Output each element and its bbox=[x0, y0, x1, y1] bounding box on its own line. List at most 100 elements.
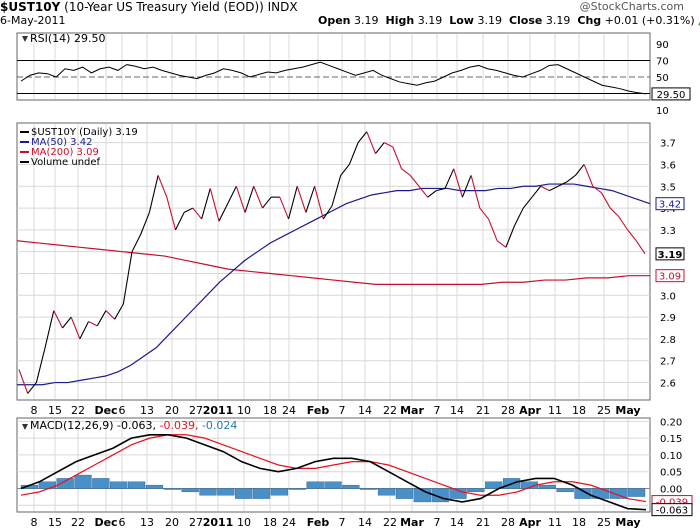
rsi-line bbox=[20, 61, 647, 95]
macd-value-tag-label: -0.063 bbox=[656, 506, 688, 517]
date-axis-label: 14 bbox=[450, 404, 464, 417]
price-segment bbox=[618, 216, 629, 231]
price-legend-entry: MA(200) 3.09 bbox=[31, 147, 99, 158]
price-segment bbox=[592, 185, 602, 194]
price-segment bbox=[192, 207, 203, 220]
price-segment bbox=[366, 131, 376, 154]
price-segment bbox=[148, 175, 159, 213]
macd-hist-bar bbox=[127, 481, 146, 489]
macd-hist-bar bbox=[110, 481, 128, 489]
price-segment bbox=[540, 185, 550, 192]
date-axis-label-bottom: May bbox=[615, 516, 640, 529]
rsi-legend-icon bbox=[22, 36, 28, 42]
price-segment bbox=[601, 192, 611, 209]
price-tick-label: 2.8 bbox=[660, 335, 676, 346]
macd-tick-label: 0.05 bbox=[660, 468, 682, 479]
date-axis-label-bottom: 25 bbox=[597, 516, 611, 529]
price-segment bbox=[166, 197, 177, 231]
date-axis-label: Apr bbox=[519, 404, 541, 417]
date-axis-label-bottom: Mar bbox=[400, 516, 424, 529]
rsi-tick-label: 90 bbox=[656, 40, 669, 51]
price-segment bbox=[487, 218, 498, 241]
date-axis-label: 18 bbox=[263, 404, 277, 417]
price-segment bbox=[79, 321, 90, 340]
price-segment bbox=[427, 190, 437, 198]
macd-hist-bar bbox=[270, 488, 289, 496]
date-axis-label-bottom: Dec bbox=[94, 516, 117, 529]
price-segment bbox=[209, 188, 220, 222]
date-axis-label: 10 bbox=[237, 404, 251, 417]
price-segment bbox=[27, 382, 37, 394]
date-axis-label: 7 bbox=[434, 404, 441, 417]
price-segment bbox=[436, 187, 446, 192]
date-axis-label: 28 bbox=[501, 404, 515, 417]
price-tick-label: 3.6 bbox=[660, 160, 676, 171]
date-axis-label: Feb bbox=[307, 404, 330, 417]
price-segment bbox=[566, 174, 576, 183]
macd-hist-bar bbox=[377, 488, 396, 496]
price-segment bbox=[609, 207, 620, 218]
macd-hist-bar bbox=[556, 488, 574, 493]
macd-value-tag bbox=[651, 503, 693, 517]
macd-tick-label: 0.10 bbox=[660, 451, 682, 462]
price-segment bbox=[44, 310, 55, 348]
price-segment bbox=[401, 168, 411, 176]
price-segment bbox=[287, 186, 298, 220]
date-axis-label-bottom: 13 bbox=[140, 516, 154, 529]
price-segment bbox=[122, 251, 133, 305]
date-axis-label: 22 bbox=[71, 404, 85, 417]
price-value-tag bbox=[655, 247, 685, 261]
date-axis-label-bottom: 6 bbox=[119, 516, 126, 529]
macd-hist-bar bbox=[199, 488, 217, 496]
price-segment bbox=[262, 196, 272, 209]
price-segment bbox=[496, 240, 507, 248]
price-segment bbox=[175, 212, 185, 231]
price-segment bbox=[322, 205, 333, 220]
macd-signal-line bbox=[20, 434, 647, 503]
price-segment bbox=[375, 142, 385, 154]
macd-legend-icon bbox=[22, 424, 28, 430]
macd-legend: MACD(12,26,9) -0.063, -0.039, -0.024 bbox=[30, 419, 237, 432]
price-segment bbox=[227, 186, 237, 204]
date-axis-label: 2011 bbox=[203, 404, 234, 417]
price-segment bbox=[557, 181, 567, 187]
price-segment bbox=[305, 186, 316, 213]
price-segment bbox=[418, 185, 429, 198]
macd-hist-bar bbox=[181, 488, 199, 493]
date-axis-label-bottom: 11 bbox=[548, 516, 562, 529]
chart-date: 6-May-2011 bbox=[0, 14, 66, 27]
price-segment bbox=[62, 316, 72, 329]
price-segment bbox=[549, 185, 559, 192]
price-legend-entry: MA(50) 3.42 bbox=[31, 137, 92, 148]
price-segment bbox=[627, 229, 637, 242]
price-segment bbox=[583, 164, 594, 187]
rsi-tick-label: 70 bbox=[656, 57, 669, 68]
price-segment bbox=[409, 175, 420, 187]
price-segment bbox=[357, 131, 368, 143]
macd-tick-label: 0.15 bbox=[660, 434, 682, 445]
date-axis-label-bottom: 10 bbox=[237, 516, 251, 529]
macd-value-tag-label: -0.039 bbox=[656, 498, 688, 509]
macd-hist-bar bbox=[342, 484, 360, 489]
date-axis-label-bottom: 21 bbox=[476, 516, 490, 529]
date-axis-label-bottom: 7 bbox=[434, 516, 441, 529]
macd-hist-bar bbox=[235, 488, 253, 499]
macd-hist-bar bbox=[145, 484, 164, 489]
rsi-tick-label: 10 bbox=[656, 106, 669, 117]
date-axis-label: 20 bbox=[165, 404, 179, 417]
ma50-line bbox=[17, 183, 651, 386]
price-segment bbox=[470, 175, 481, 209]
price-segment bbox=[244, 186, 255, 213]
price-value-tag-label: 3.19 bbox=[658, 250, 683, 261]
price-segment bbox=[522, 196, 533, 209]
macd-hist-bar bbox=[467, 488, 485, 493]
date-axis-label-bottom: 14 bbox=[358, 516, 372, 529]
price-segment bbox=[392, 146, 403, 170]
price-tick-label: 3.5 bbox=[660, 182, 676, 193]
price-legend-entry: $UST10Y (Daily) 3.19 bbox=[31, 127, 138, 138]
macd-hist-bar bbox=[538, 484, 556, 489]
date-axis-label: 24 bbox=[282, 404, 296, 417]
price-segment bbox=[218, 203, 229, 222]
price-segment bbox=[183, 207, 194, 213]
